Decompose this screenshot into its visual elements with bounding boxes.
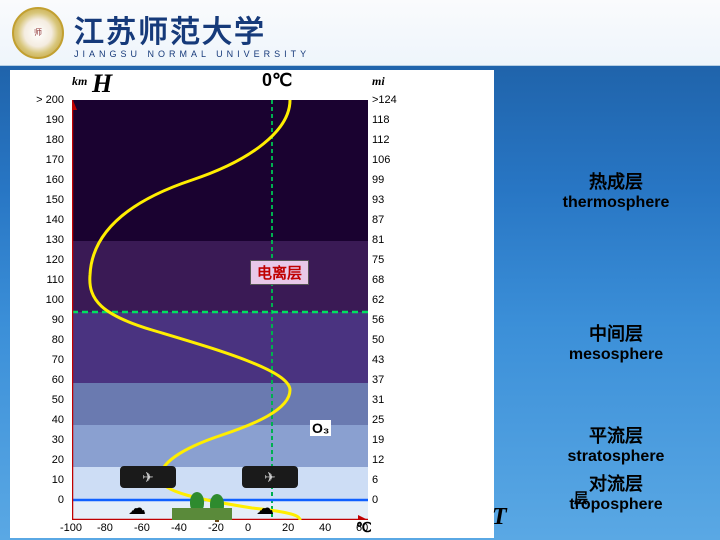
x-tick: 40 (319, 522, 331, 534)
right-tick: 106 (372, 154, 412, 166)
slide-content: km mi ℃ 电离层 O₃ ☁ ☁ > 2001 (0, 66, 720, 540)
right-tick: 81 (372, 234, 412, 246)
right-tick: 62 (372, 294, 412, 306)
mi-unit: mi (372, 74, 385, 89)
airplane-icon-2 (242, 466, 298, 488)
right-tick: >124 (372, 94, 412, 106)
ground (172, 508, 232, 520)
left-tick: 170 (16, 154, 64, 166)
mesosphere-label: 中间层mesosphere (522, 320, 710, 364)
ceng-extra: 层 (574, 488, 588, 508)
university-en: JIANGSU NORMAL UNIVERSITY (74, 49, 310, 59)
right-tick: 12 (372, 454, 412, 466)
km-unit: km (72, 74, 87, 89)
left-tick: 30 (16, 434, 64, 446)
temperature-curve (90, 100, 300, 520)
right-tick: 43 (372, 354, 412, 366)
university-cn: 江苏师范大学 (74, 16, 266, 49)
cloud-icon-1: ☁ (128, 498, 158, 516)
right-tick: 87 (372, 214, 412, 226)
university-name: 江苏师范大学 JIANGSU NORMAL UNIVERSITY (74, 7, 310, 59)
x-arrow (358, 515, 368, 520)
left-tick: > 200 (16, 94, 64, 106)
x-tick: -100 (60, 522, 82, 534)
left-tick: 10 (16, 474, 64, 486)
left-tick: 140 (16, 214, 64, 226)
right-tick: 118 (372, 114, 412, 126)
chart-svg (72, 100, 368, 520)
T-label: T (492, 504, 507, 531)
left-tick: 20 (16, 454, 64, 466)
university-header: 师 江苏师范大学 JIANGSU NORMAL UNIVERSITY (0, 0, 720, 66)
left-tick: 190 (16, 114, 64, 126)
o3-label: O₃ (310, 420, 331, 436)
x-tick: 20 (282, 522, 294, 534)
right-tick: 31 (372, 394, 412, 406)
x-tick: -60 (134, 522, 150, 534)
zero-label: 0℃ (262, 70, 292, 91)
atmosphere-chart: km mi ℃ 电离层 O₃ ☁ ☁ > 2001 (10, 70, 494, 538)
left-tick: 50 (16, 394, 64, 406)
left-tick: 90 (16, 314, 64, 326)
x-tick: 60 (356, 522, 368, 534)
left-tick: 70 (16, 354, 64, 366)
plot-area: 电离层 O₃ ☁ ☁ (72, 100, 368, 520)
right-tick: 99 (372, 174, 412, 186)
thermosphere-label: 热成层thermosphere (522, 168, 710, 212)
stratosphere-label: 平流层stratosphere (522, 422, 710, 466)
H-label: H (92, 69, 112, 99)
left-tick: 180 (16, 134, 64, 146)
left-tick: 0 (16, 494, 64, 506)
right-tick: 0 (372, 494, 412, 506)
left-tick: 130 (16, 234, 64, 246)
left-tick: 100 (16, 294, 64, 306)
left-tick: 110 (16, 274, 64, 286)
x-tick: -80 (97, 522, 113, 534)
x-tick: -40 (171, 522, 187, 534)
left-tick: 120 (16, 254, 64, 266)
right-tick: 56 (372, 314, 412, 326)
troposphere-label: 对流层troposphere (522, 470, 710, 514)
university-logo: 师 (12, 7, 64, 59)
airplane-icon-1 (120, 466, 176, 488)
left-tick: 40 (16, 414, 64, 426)
right-tick: 19 (372, 434, 412, 446)
left-tick: 60 (16, 374, 64, 386)
right-tick: 37 (372, 374, 412, 386)
left-tick: 80 (16, 334, 64, 346)
x-tick: -20 (208, 522, 224, 534)
right-tick: 93 (372, 194, 412, 206)
right-tick: 68 (372, 274, 412, 286)
cloud-icon-2: ☁ (256, 498, 286, 516)
left-tick: 150 (16, 194, 64, 206)
right-tick: 25 (372, 414, 412, 426)
x-tick: 0 (245, 522, 251, 534)
right-tick: 112 (372, 134, 412, 146)
right-tick: 6 (372, 474, 412, 486)
right-tick: 75 (372, 254, 412, 266)
right-tick: 50 (372, 334, 412, 346)
y-arrow (72, 100, 77, 110)
ionosphere-label: 电离层 (250, 260, 309, 285)
left-tick: 160 (16, 174, 64, 186)
